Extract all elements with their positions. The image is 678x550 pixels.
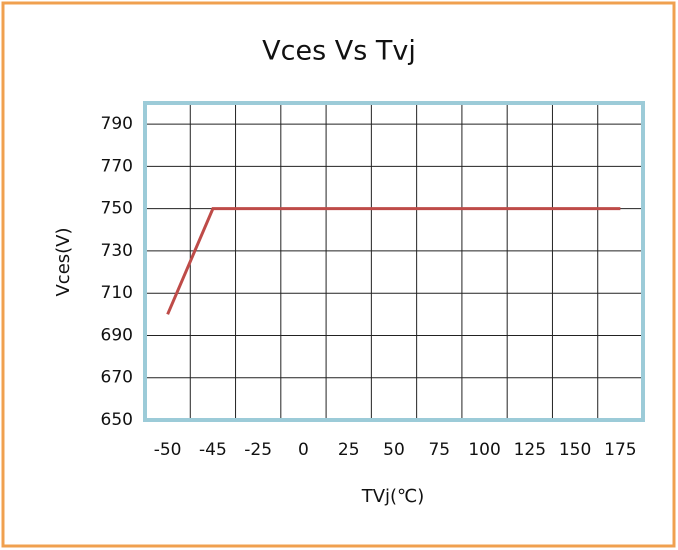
y-tick-label: 730 [101,241,133,261]
y-tick-label: 670 [101,368,133,388]
plot-area [143,101,645,422]
y-tick-label: 790 [101,114,133,134]
x-tick-label: -25 [244,440,272,460]
y-tick-label: 710 [101,283,133,303]
y-tick-label: 750 [101,199,133,219]
y-tick-label: 650 [101,410,133,430]
x-tick-label: 175 [604,440,636,460]
x-tick-label: 150 [559,440,591,460]
y-tick-label: 770 [101,156,133,176]
chart-title: Vces Vs Tvj [262,36,416,67]
line [166,207,621,315]
x-tick-label: -50 [154,440,182,460]
x-tick-label: 100 [468,440,500,460]
x-tick-label: 125 [514,440,546,460]
y-axis-label: Vces(V) [53,227,74,296]
x-tick-label: -45 [199,440,227,460]
x-tick-label: 50 [383,440,405,460]
x-axis-label: TVj(℃) [361,486,425,507]
y-tick-label: 690 [101,325,133,345]
x-tick-label: 75 [428,440,450,460]
x-tick-label: 25 [338,440,360,460]
x-tick-label: 0 [298,440,309,460]
